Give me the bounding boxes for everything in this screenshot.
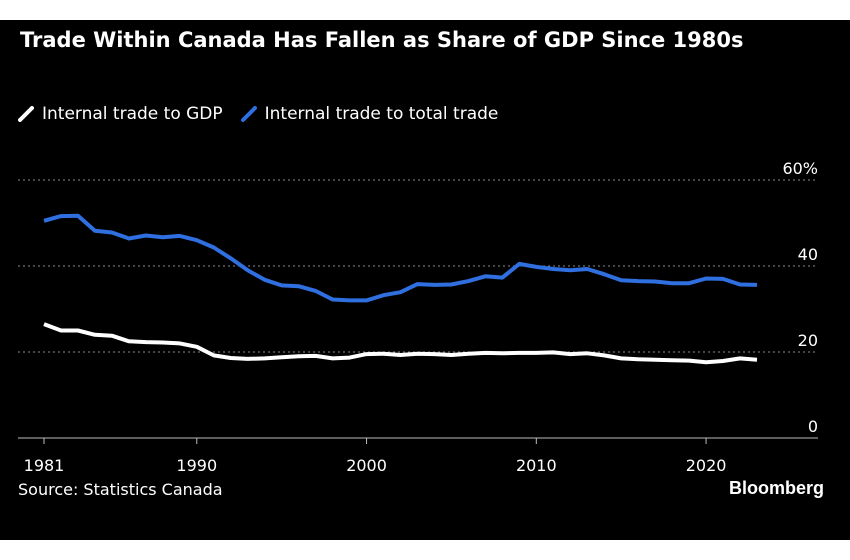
chart-legend: Internal trade to GDP Internal trade to …	[18, 100, 516, 128]
series-line-internal-trade-to-total-trade	[43, 213, 758, 303]
chart-title: Trade Within Canada Has Fallen as Share …	[20, 28, 744, 52]
y-tick-label-40: 40	[798, 245, 818, 264]
legend-label-gdp: Internal trade to GDP	[42, 104, 223, 124]
x-tick-label-2010: 2010	[516, 456, 557, 475]
legend-swatch-total-trade	[240, 106, 257, 122]
x-tick-label-2000: 2000	[346, 456, 387, 475]
x-tick-label-1981: 1981	[24, 456, 65, 475]
legend-swatch-gdp	[18, 106, 34, 122]
y-tick-label-20: 20	[798, 331, 818, 350]
legend-swatch-total-trade-line	[240, 106, 257, 122]
y-tick-label-0: 0	[808, 417, 818, 436]
bloomberg-logo: Bloomberg	[728, 478, 824, 498]
legend-item-gdp: Internal trade to GDP	[18, 104, 223, 124]
legend-swatch-gdp-line	[18, 106, 34, 122]
legend-label-total-trade: Internal trade to total trade	[264, 104, 499, 124]
x-tick-label-1990: 1990	[176, 456, 217, 475]
y-tick-label-60: 60%	[782, 159, 818, 178]
legend-item-total-trade: Internal trade to total trade	[240, 104, 499, 124]
series-line-internal-trade-to-gdp	[43, 322, 758, 365]
source-note: Source: Statistics Canada	[18, 480, 223, 499]
x-tick-label-2020: 2020	[686, 456, 727, 475]
